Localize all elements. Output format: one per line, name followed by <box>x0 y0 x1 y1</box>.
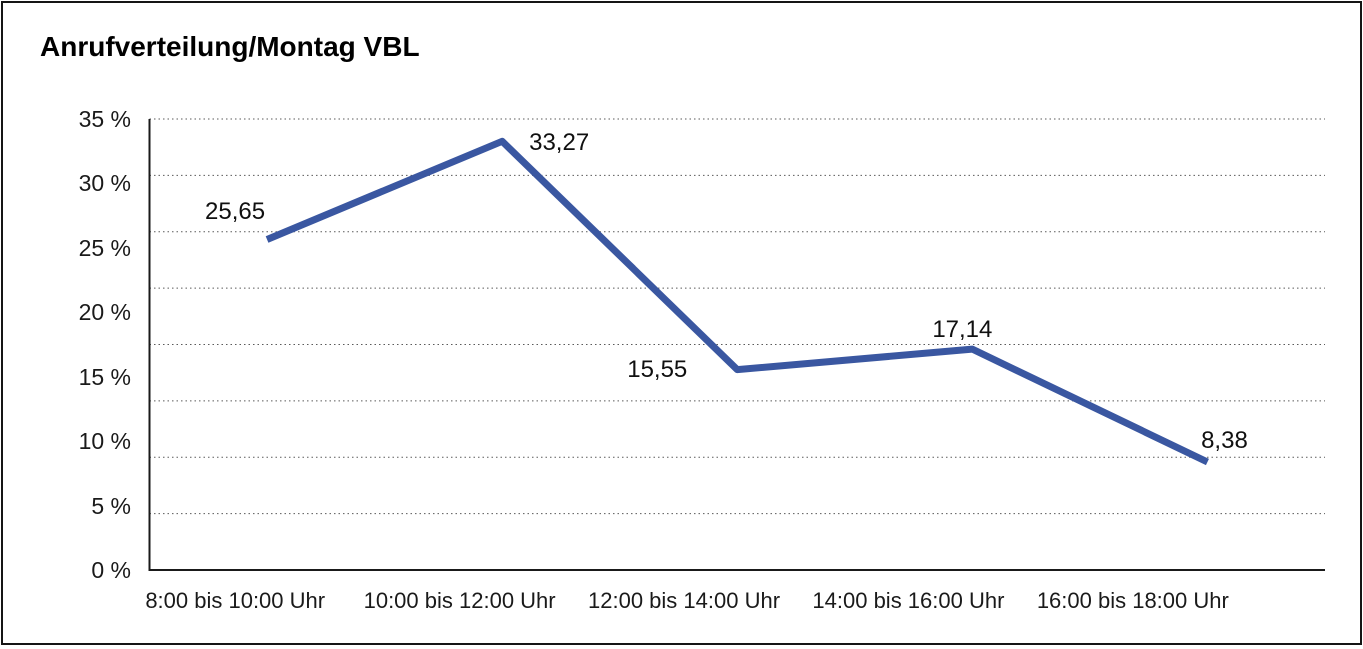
y-tick-label: 0 % <box>91 557 131 583</box>
data-point-label: 25,65 <box>205 198 266 226</box>
y-tick-label: 30 % <box>78 170 131 197</box>
data-point-label: 17,14 <box>932 316 993 344</box>
data-point-label: 15,55 <box>627 355 688 383</box>
data-point-label: 33,27 <box>529 129 590 157</box>
x-category-label: 10:00 bis 12:00 Uhr <box>363 588 556 613</box>
y-tick-label: 5 % <box>91 492 131 519</box>
y-tick-label: 20 % <box>78 299 131 326</box>
y-tick-label: 25 % <box>78 234 131 261</box>
data-point-label: 8,38 <box>1201 427 1248 455</box>
x-category-label: 16:00 bis 18:00 Uhr <box>1036 588 1229 613</box>
chart-title: Anrufverteilung/Montag VBL <box>40 31 420 62</box>
x-category-label: 14:00 bis 16:00 Uhr <box>812 588 1005 613</box>
y-tick-label: 10 % <box>78 428 131 455</box>
x-axis-labels: 8:00 bis 10:00 Uhr 10:00 bis 12:00 Uhr 12:… <box>123 588 1245 614</box>
y-tick-label: 35 % <box>78 106 131 132</box>
x-category-label: 8:00 bis 10:00 Uhr <box>145 588 326 613</box>
x-category-label: 12:00 bis 14:00 Uhr <box>588 588 781 613</box>
data-line <box>265 137 1209 466</box>
y-tick-label: 15 % <box>78 363 131 390</box>
line-chart-svg <box>148 118 1325 571</box>
